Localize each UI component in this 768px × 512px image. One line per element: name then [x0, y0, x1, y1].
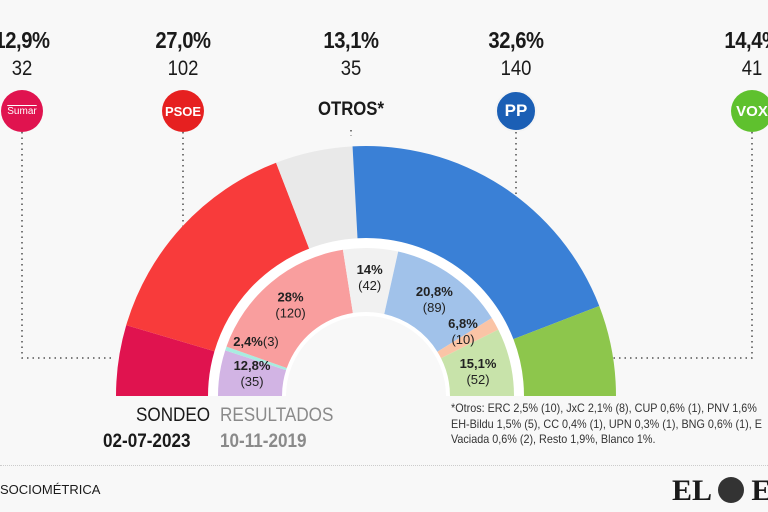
party-pct: 14,4%: [724, 27, 768, 53]
outer-segment-4: [513, 306, 616, 396]
inner-label-6: 15,1% (52): [460, 356, 497, 387]
inner-label-seats: (120): [275, 305, 305, 320]
inner-label-seats: (35): [240, 374, 263, 389]
legend-sondeo: SONDEO: [136, 403, 211, 429]
pp-logo: PP: [495, 90, 537, 132]
inner-segment-6: [441, 329, 514, 396]
otros-footnote: *Otros: ERC 2,5% (10), JxC 2,1% (8), CUP…: [451, 401, 762, 448]
party-vox: 14,4% 41 VOX: [692, 26, 768, 132]
brand-logo: EL ESP: [672, 474, 768, 507]
inner-label-seats: (10): [451, 332, 474, 347]
inner-label-2: 28% (120): [275, 289, 305, 320]
legend-sondeo-date: 02-07-2023: [103, 431, 191, 452]
psoe-logo: PSOE: [162, 90, 204, 132]
inner-label-seats: (42): [358, 278, 381, 293]
outer-segment-2: [276, 146, 358, 249]
inner-label-5: 6,8% (10): [448, 316, 478, 347]
inner-segment-1: [225, 346, 287, 371]
lion-icon: [717, 477, 744, 503]
legend-sondeo-label: SONDEO: [136, 405, 211, 426]
footnote-line: Vaciada 0,6% (2), Resto 1,9%, Blanco 1%.: [451, 432, 656, 446]
leader-vox: [602, 132, 753, 359]
outer-segment-3: [352, 146, 600, 340]
vox-logo: VOX: [731, 90, 768, 132]
party-seats: 102: [167, 57, 199, 80]
inner-label-pct: 28%: [278, 289, 304, 304]
party-pct: 13,1%: [323, 27, 379, 53]
inner-label-seats: (3): [263, 334, 279, 349]
party-otros: 13,1% 35 OTROS*: [291, 26, 411, 121]
source-label: SOCIOMÉTRICA: [0, 482, 101, 497]
party-psoe: 27,0% 102 PSOE: [123, 26, 243, 132]
inner-label-4: 20,8% (89): [416, 284, 453, 315]
outer-segment-0: [116, 325, 215, 396]
inner-label-seats: (89): [423, 300, 446, 315]
otros-label: OTROS*: [318, 99, 384, 120]
inner-label-pct: 12,8%: [234, 358, 271, 373]
inner-segment-5: [437, 318, 499, 359]
inner-label-pct: 20,8%: [416, 284, 453, 299]
party-seats: 41: [741, 57, 763, 80]
party-seats: 140: [500, 57, 532, 80]
party-seats: 35: [340, 57, 362, 80]
inner-label-pct: 14%: [357, 262, 383, 277]
party-pct: 27,0%: [155, 27, 211, 53]
inner-label-3: 14% (42): [357, 262, 383, 293]
footnote-line: *Otros: ERC 2,5% (10), JxC 2,1% (8), CUP…: [451, 401, 757, 415]
party-pct: 12,9%: [0, 27, 50, 53]
party-pct: 32,6%: [488, 27, 544, 53]
party-seats: 32: [11, 57, 33, 80]
inner-label-pct: 6,8%: [448, 316, 478, 331]
sumar-logo: Sumar: [1, 90, 43, 132]
inner-label-pct: 15,1%: [460, 356, 497, 371]
inner-label-1: 2,4%(3): [233, 334, 279, 349]
outer-segment-1: [126, 162, 310, 352]
party-pp: 32,6% 140 PP: [456, 26, 576, 132]
legend-resultados-date: 10-11-2019: [220, 431, 307, 452]
divider: [0, 465, 768, 466]
inner-label-0: 12,8% (35): [234, 358, 271, 389]
inner-segment-4: [384, 251, 492, 352]
party-sumar: 12,9% 32 Sumar: [0, 26, 82, 132]
leader-sumar: [21, 132, 115, 359]
inner-label-pct: 2,4%: [233, 334, 263, 349]
inner-segment-0: [218, 350, 287, 396]
legend-resultados-label: RESULTADOS: [220, 405, 334, 426]
inner-label-seats: (52): [466, 372, 489, 387]
inner-segment-3: [342, 248, 399, 315]
footnote-line: EH-Bildu 1,5% (5), CC 0,4% (1), UPN 0,3%…: [451, 416, 762, 431]
inner-segment-2: [226, 249, 353, 368]
